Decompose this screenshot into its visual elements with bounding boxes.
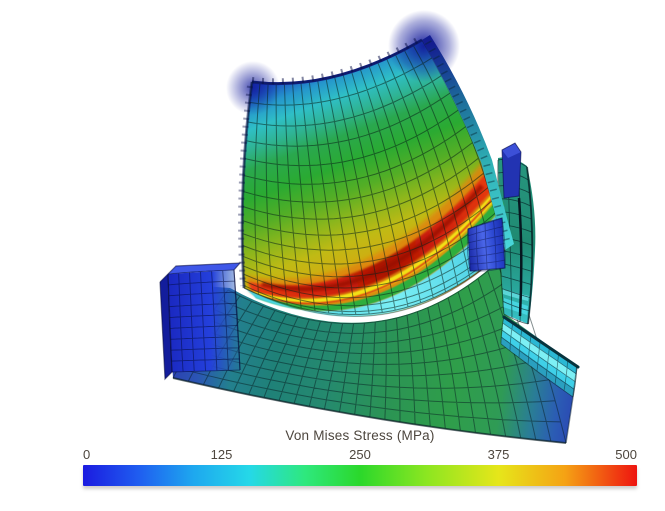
rim-body-face <box>169 253 578 443</box>
colorbar-tick: 250 <box>349 447 371 462</box>
colorbar-tick: 0 <box>83 447 91 462</box>
stress-band-cyan <box>246 206 505 317</box>
adjacent-tooth-tip-block <box>501 142 522 199</box>
rim-right-edge <box>565 365 578 444</box>
stress-band-green <box>254 196 504 311</box>
mesh-line-group-wedge <box>466 217 506 272</box>
column-cyan-strip <box>503 289 529 301</box>
colorbar-title: Von Mises Stress (MPa) <box>285 428 435 443</box>
step-dark-edge <box>502 315 580 369</box>
wedge-outline <box>467 217 506 272</box>
flank-left-edge-ticks <box>238 85 253 287</box>
colorbar: Von Mises Stress (MPa) 0 125 250 375 500 <box>83 428 637 486</box>
rim-bottom-edge <box>172 377 567 444</box>
tip-block-outline <box>501 142 522 199</box>
tip-block-top <box>502 143 521 158</box>
flank-left-edge <box>240 81 254 289</box>
colorbar-tick: 125 <box>210 447 233 462</box>
tooth-tip-edge <box>251 38 423 86</box>
mesh-lines <box>466 217 506 272</box>
flank-right-edge-strip <box>422 35 514 250</box>
corner-shading <box>226 61 280 115</box>
block-outline <box>159 262 242 381</box>
colorbar-tick: 500 <box>615 447 637 462</box>
colorbar-gradient-bar <box>83 465 637 486</box>
column-right-edge <box>526 166 534 325</box>
wedge-column-divide <box>517 197 523 317</box>
tip-block-face <box>502 143 521 198</box>
colorbar-tick-labels: 0 125 250 375 500 <box>83 448 637 461</box>
colorbar-tick: 375 <box>487 447 510 462</box>
block-front-face <box>168 270 240 372</box>
